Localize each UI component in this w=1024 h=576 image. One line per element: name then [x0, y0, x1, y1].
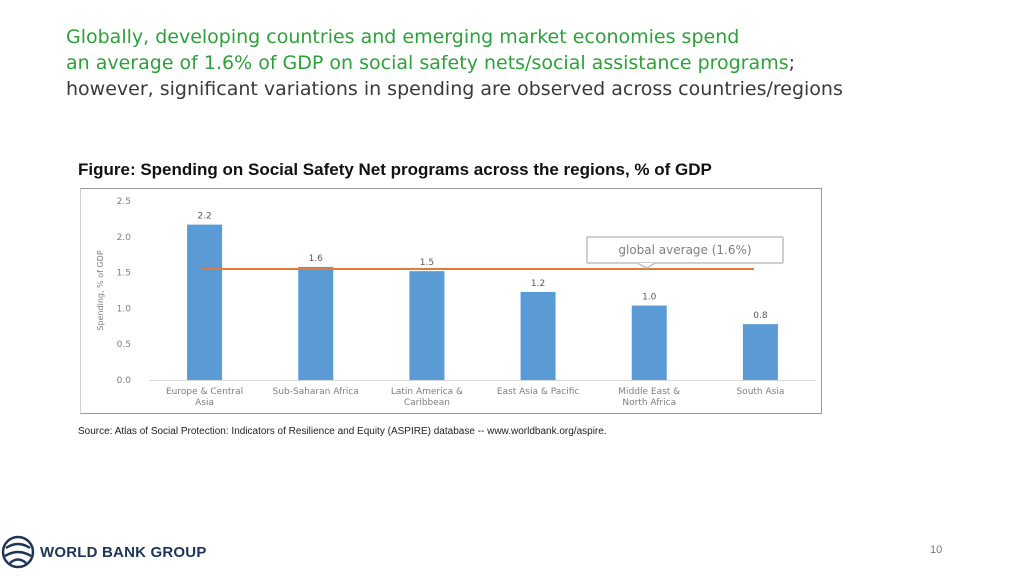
- x-tick-label: Asia: [195, 398, 214, 408]
- bar: [742, 324, 778, 380]
- bar: [631, 305, 667, 380]
- x-tick-label: South Asia: [736, 387, 784, 397]
- x-tick-label: Caribbean: [404, 398, 450, 408]
- x-tick-label: East Asia & Pacific: [497, 387, 580, 397]
- global-average-label: global average (1.6%): [618, 243, 751, 257]
- page-number: 10: [930, 544, 943, 556]
- y-tick-label: 0.0: [117, 376, 132, 386]
- callout-pointer: [636, 262, 656, 269]
- headline-line-1: Globally, developing countries and emerg…: [66, 26, 740, 48]
- bar-value-label: 1.6: [309, 254, 324, 264]
- headline-line-2: an average of 1.6% of GDP on social safe…: [66, 52, 789, 74]
- x-tick-label: Latin America &: [391, 387, 463, 397]
- x-tick-label: North Africa: [622, 398, 676, 408]
- y-tick-label: 1.5: [117, 269, 131, 279]
- y-axis-label: Spending, % of GDP: [96, 250, 105, 330]
- world-bank-logo: WORLD BANK GROUP: [0, 532, 207, 572]
- logo-text: WORLD BANK GROUP: [40, 543, 207, 561]
- y-tick-label: 0.5: [117, 340, 131, 350]
- bar-value-label: 2.2: [197, 212, 211, 222]
- bar-value-label: 1.2: [531, 279, 545, 289]
- source-note: Source: Atlas of Social Protection: Indi…: [78, 426, 607, 437]
- bar: [520, 291, 556, 380]
- headline-semicolon: ;: [788, 52, 796, 74]
- x-tick-label: Sub-Saharan Africa: [273, 387, 359, 397]
- global-average-callout: [586, 236, 784, 264]
- x-tick-label: Middle East &: [618, 387, 680, 397]
- headline-line-3: however, significant variations in spend…: [66, 78, 843, 100]
- bar-value-label: 1.5: [420, 258, 434, 268]
- globe-logo-icon: [1, 535, 35, 569]
- figure-title: Figure: Spending on Social Safety Net pr…: [78, 160, 712, 179]
- chart-frame: 0.0 0.5 1.0 1.5 2.0 2.5 Spending, % of GDP 2.2 E…: [80, 188, 822, 414]
- y-tick-label: 1.0: [117, 304, 132, 314]
- bar-chart: 0.0 0.5 1.0 1.5 2.0 2.5 Spending, % of GDP 2.2 E…: [96, 197, 816, 408]
- x-tick-label: Europe & Central: [166, 387, 243, 397]
- bar-value-label: 0.8: [753, 311, 768, 321]
- slide-headline: Globally, developing countries and emerg…: [66, 24, 966, 102]
- bar-value-label: 1.0: [642, 293, 657, 303]
- y-tick-label: 2.5: [117, 197, 131, 207]
- bar: [187, 224, 223, 380]
- bar: [298, 266, 334, 380]
- y-tick-label: 2.0: [117, 233, 132, 243]
- bar: [409, 271, 445, 380]
